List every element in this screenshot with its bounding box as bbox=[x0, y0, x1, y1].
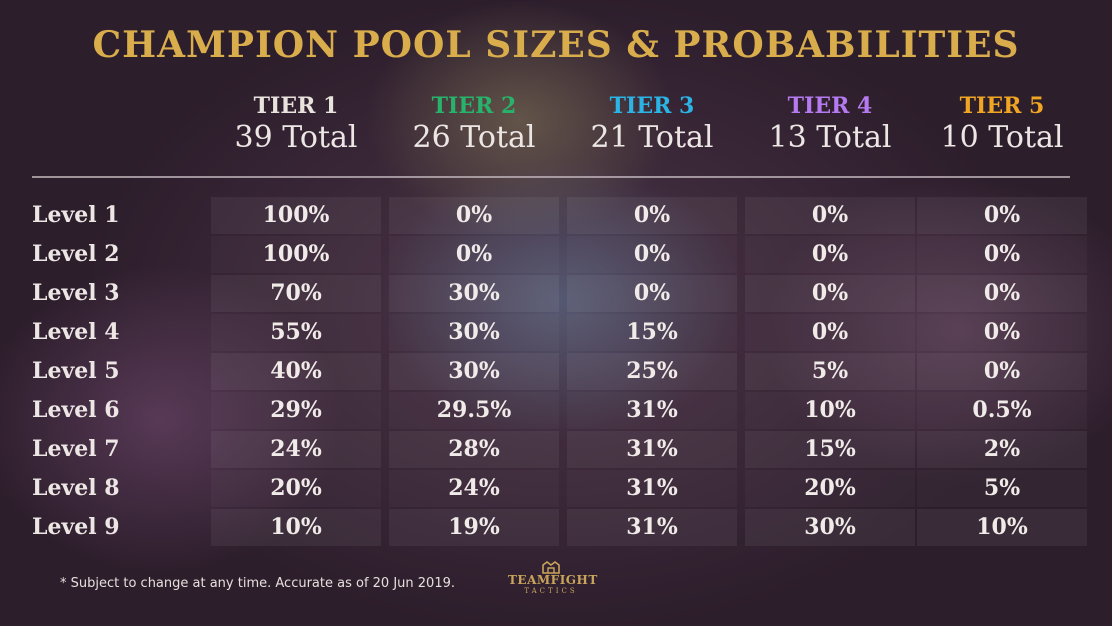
probability-cell: 31% bbox=[567, 431, 737, 468]
probability-cell: 30% bbox=[389, 314, 559, 351]
probability-cell: 0.5% bbox=[917, 392, 1087, 429]
tier-1-header: TIER 1 39 Total bbox=[206, 92, 386, 156]
header-divider bbox=[32, 176, 1070, 178]
probability-cell: 15% bbox=[567, 314, 737, 351]
page-title: CHAMPION POOL SIZES & PROBABILITIES bbox=[92, 24, 1020, 66]
table-row: Level 5 40% 30% 25% 5% 0% bbox=[0, 352, 1112, 391]
probability-cell: 30% bbox=[389, 353, 559, 390]
tier-total: 26 Total bbox=[412, 120, 536, 155]
tier-total: 39 Total bbox=[234, 120, 358, 155]
probability-cell: 24% bbox=[211, 431, 381, 468]
probability-cell: 0% bbox=[745, 197, 915, 234]
tier-label: TIER 4 bbox=[787, 93, 873, 119]
probability-cell: 0% bbox=[567, 236, 737, 273]
tier-label: TIER 2 bbox=[431, 93, 517, 119]
probability-cell: 5% bbox=[917, 470, 1087, 507]
table-row: Level 4 55% 30% 15% 0% 0% bbox=[0, 313, 1112, 352]
probability-cell: 0% bbox=[389, 197, 559, 234]
probability-cell: 0% bbox=[917, 275, 1087, 312]
tier-4-header: TIER 4 13 Total bbox=[740, 92, 920, 156]
probability-cell: 5% bbox=[745, 353, 915, 390]
probability-cell: 0% bbox=[567, 275, 737, 312]
probability-cell: 0% bbox=[567, 197, 737, 234]
probability-cell: 10% bbox=[211, 509, 381, 546]
row-label: Level 6 bbox=[32, 397, 120, 423]
tier-header-row: TIER 1 39 Total TIER 2 26 Total TIER 3 21 Tot… bbox=[0, 92, 1112, 162]
probability-cell: 40% bbox=[211, 353, 381, 390]
tier-total: 10 Total bbox=[940, 120, 1064, 155]
probability-cell: 0% bbox=[917, 314, 1087, 351]
teamfight-tactics-logo: TEAMFIGHT TACTICS bbox=[508, 560, 598, 606]
probability-cell: 100% bbox=[211, 197, 381, 234]
row-label: Level 1 bbox=[32, 202, 120, 228]
probability-cell: 24% bbox=[389, 470, 559, 507]
tier-2-header: TIER 2 26 Total bbox=[384, 92, 564, 156]
row-label: Level 5 bbox=[32, 358, 120, 384]
probability-cell: 100% bbox=[211, 236, 381, 273]
probability-cell: 0% bbox=[389, 236, 559, 273]
tier-total: 21 Total bbox=[590, 120, 714, 155]
row-label: Level 3 bbox=[32, 280, 120, 306]
table-row: Level 1 100% 0% 0% 0% 0% bbox=[0, 196, 1112, 235]
probability-cell: 0% bbox=[745, 314, 915, 351]
probability-cell: 0% bbox=[745, 275, 915, 312]
probability-cell: 29% bbox=[211, 392, 381, 429]
probability-cell: 25% bbox=[567, 353, 737, 390]
probability-cell: 10% bbox=[745, 392, 915, 429]
probability-cell: 28% bbox=[389, 431, 559, 468]
probability-cell: 0% bbox=[917, 353, 1087, 390]
tier-label: TIER 1 bbox=[253, 93, 339, 119]
footnote: * Subject to change at any time. Accurat… bbox=[60, 576, 455, 591]
probability-cell: 31% bbox=[567, 509, 737, 546]
probability-cell: 0% bbox=[745, 236, 915, 273]
teamfight-tactics-crest-icon bbox=[542, 561, 560, 574]
probability-cell: 30% bbox=[745, 509, 915, 546]
probability-cell: 31% bbox=[567, 470, 737, 507]
logo-subtitle: TACTICS bbox=[524, 587, 578, 595]
probability-cell: 0% bbox=[917, 197, 1087, 234]
table-row: Level 8 20% 24% 31% 20% 5% bbox=[0, 469, 1112, 508]
row-label: Level 8 bbox=[32, 475, 120, 501]
table-row: Level 3 70% 30% 0% 0% 0% bbox=[0, 274, 1112, 313]
probability-cell: 55% bbox=[211, 314, 381, 351]
probability-cell: 15% bbox=[745, 431, 915, 468]
tier-total: 13 Total bbox=[768, 120, 892, 155]
row-label: Level 7 bbox=[32, 436, 120, 462]
probability-cell: 0% bbox=[917, 236, 1087, 273]
logo-wordmark: TEAMFIGHT bbox=[508, 573, 598, 587]
table-row: Level 9 10% 19% 31% 30% 10% bbox=[0, 508, 1112, 547]
probability-cell: 19% bbox=[389, 509, 559, 546]
table-row: Level 6 29% 29.5% 31% 10% 0.5% bbox=[0, 391, 1112, 430]
tier-5-header: TIER 5 10 Total bbox=[912, 92, 1092, 156]
tier-label: TIER 5 bbox=[959, 93, 1045, 119]
probability-cell: 29.5% bbox=[389, 392, 559, 429]
row-label: Level 2 bbox=[32, 241, 120, 267]
row-label: Level 9 bbox=[32, 514, 120, 540]
probability-cell: 70% bbox=[211, 275, 381, 312]
table-row: Level 7 24% 28% 31% 15% 2% bbox=[0, 430, 1112, 469]
probability-cell: 30% bbox=[389, 275, 559, 312]
probability-cell: 2% bbox=[917, 431, 1087, 468]
probability-cell: 20% bbox=[211, 470, 381, 507]
probability-cell: 10% bbox=[917, 509, 1087, 546]
probability-cell: 31% bbox=[567, 392, 737, 429]
row-label: Level 4 bbox=[32, 319, 120, 345]
tier-3-header: TIER 3 21 Total bbox=[562, 92, 742, 156]
table-row: Level 2 100% 0% 0% 0% 0% bbox=[0, 235, 1112, 274]
tier-label: TIER 3 bbox=[609, 93, 695, 119]
probability-cell: 20% bbox=[745, 470, 915, 507]
